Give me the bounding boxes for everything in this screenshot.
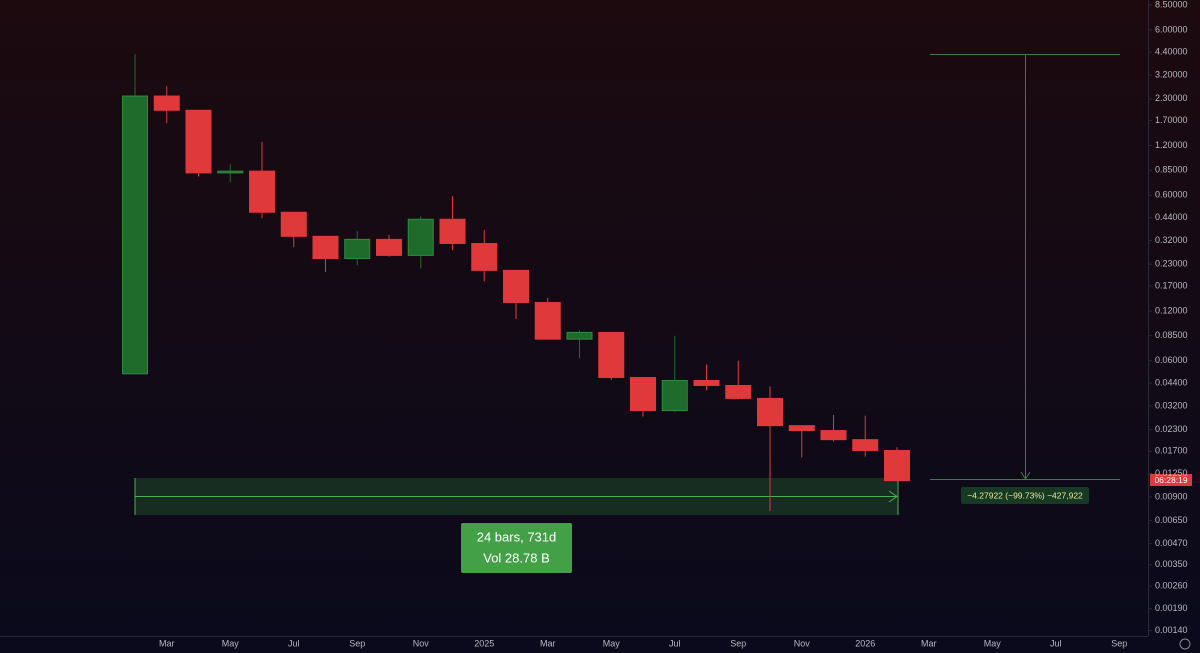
x-tick-label: Jul	[669, 638, 681, 648]
x-tick-label: Jul	[288, 638, 300, 648]
y-tick-label: 0.23000	[1155, 259, 1188, 269]
y-tick-label: 0.17000	[1155, 280, 1188, 290]
y-tick-label: 0.44000	[1155, 212, 1188, 222]
countdown-tag	[1150, 474, 1192, 486]
y-tick-label: 6.00000	[1155, 24, 1188, 34]
candle-body	[693, 379, 720, 387]
y-tick-label: 0.08500	[1155, 330, 1188, 340]
x-tick-label: May	[222, 638, 240, 648]
x-tick-label: 2025	[474, 638, 494, 648]
x-tick-label: Sep	[349, 638, 365, 648]
candle-body	[439, 218, 466, 244]
settings-icon[interactable]	[1179, 638, 1191, 650]
y-tick-label: 0.00190	[1155, 603, 1188, 613]
candle-body	[503, 269, 529, 303]
candle-body	[757, 397, 783, 427]
y-tick-label: 8.50000	[1155, 0, 1188, 9]
y-tick-label: 0.06000	[1155, 355, 1188, 365]
x-tick-label: May	[984, 638, 1002, 648]
x-tick-label: Sep	[730, 638, 746, 648]
y-tick-label: 4.40000	[1155, 47, 1188, 57]
candle-body	[598, 331, 625, 379]
y-tick-label: 0.32000	[1155, 235, 1188, 245]
candle-body	[788, 425, 815, 432]
candle-body	[534, 301, 561, 340]
candle-body	[884, 449, 910, 482]
marks: 8.50000 6.00000 4.40000 3.20000 2.30000 1.700…	[122, 0, 1188, 648]
y-tick-label: 0.00140	[1155, 625, 1188, 635]
date-range-arrowhead	[888, 490, 898, 503]
range-box	[961, 487, 1089, 504]
candle-body	[820, 430, 847, 441]
candle-body	[153, 95, 180, 111]
candle-body	[630, 377, 656, 412]
candle-body	[249, 170, 275, 213]
y-tick-label: 0.02300	[1155, 424, 1188, 434]
y-tick-label: 3.20000	[1155, 69, 1188, 79]
volume-label: Vol 28.78 B	[483, 550, 550, 565]
candle-body	[661, 379, 688, 412]
y-tick-label: 0.60000	[1155, 190, 1188, 200]
y-tick-label: 0.85000	[1155, 165, 1188, 175]
y-tick-label: 0.00900	[1155, 491, 1188, 501]
y-tick-label: 0.00650	[1155, 515, 1188, 525]
candle-body	[122, 95, 148, 375]
candle-body	[566, 331, 593, 340]
y-tick-label: 0.00260	[1155, 581, 1188, 591]
y-tick-label: 0.00350	[1155, 559, 1188, 569]
x-tick-label: Mar	[921, 638, 937, 648]
countdown-label: 06:28:19	[1154, 475, 1187, 485]
candle-body	[280, 211, 307, 237]
x-tick-label: 2026	[855, 638, 875, 648]
x-tick-label: Mar	[540, 638, 556, 648]
x-tick-label: May	[603, 638, 621, 648]
range-label: −4.27922 (−99.73%) −427,922	[967, 490, 1083, 500]
candle-body	[185, 109, 212, 174]
candle-body	[344, 238, 371, 260]
candle-body	[407, 218, 434, 256]
y-tick-label: 1.20000	[1155, 140, 1188, 150]
candle-body	[217, 170, 244, 174]
candle-body	[471, 242, 498, 271]
x-tick-label: Nov	[794, 638, 811, 648]
x-tick-label: Jul	[1050, 638, 1062, 648]
y-tick-label: 0.00470	[1155, 538, 1188, 548]
x-tick-label: Mar	[159, 638, 175, 648]
measure-label: 24 bars, 731d	[477, 529, 557, 544]
y-tick-label: 2.30000	[1155, 93, 1188, 103]
y-tick-label: 0.12000	[1155, 305, 1188, 315]
candle-body	[725, 385, 752, 399]
x-tick-label: Sep	[1111, 638, 1127, 648]
y-tick-label: 0.03200	[1155, 400, 1188, 410]
candle-body	[852, 439, 879, 451]
measure-box	[461, 523, 572, 573]
price-range-arrowhead	[1020, 471, 1031, 480]
y-tick-label: 0.01250	[1155, 468, 1188, 478]
y-tick-label: 0.01700	[1155, 446, 1188, 456]
candle-body	[312, 235, 339, 260]
y-tick-label: 0.04400	[1155, 377, 1188, 387]
candle-body	[376, 238, 402, 256]
y-tick-label: 1.70000	[1155, 115, 1188, 125]
x-tick-label: Nov	[413, 638, 430, 648]
